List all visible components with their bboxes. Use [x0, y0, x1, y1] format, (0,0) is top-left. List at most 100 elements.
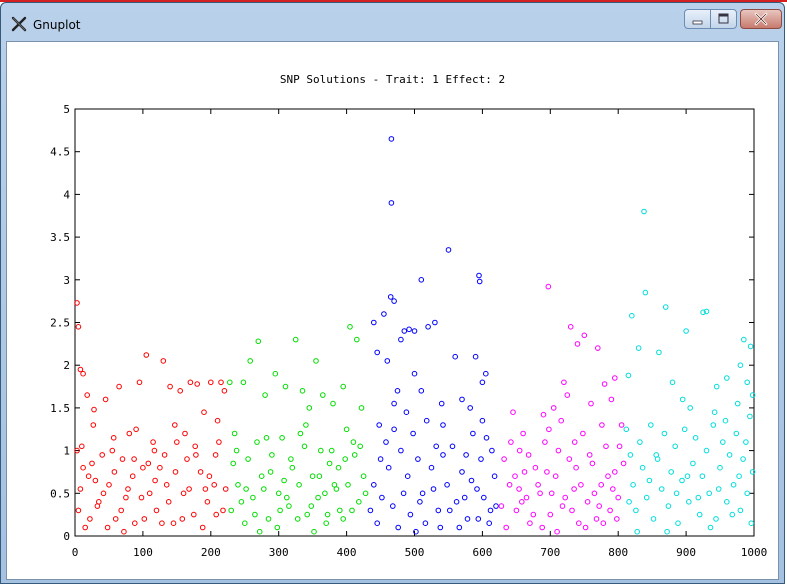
- data-point: [384, 358, 391, 364]
- data-point: [288, 456, 294, 462]
- data-point: [92, 477, 99, 484]
- y-tick-label: 4: [63, 188, 70, 201]
- data-point: [89, 460, 95, 467]
- data-point: [106, 482, 112, 488]
- data-point: [182, 430, 188, 437]
- close-button[interactable]: [740, 9, 782, 29]
- data-point: [737, 507, 744, 514]
- x-tick-label: 900: [676, 546, 696, 559]
- data-point: [595, 345, 601, 351]
- data-point: [598, 482, 605, 488]
- data-point: [646, 477, 653, 484]
- y-tick-label: 5: [63, 103, 70, 116]
- data-point: [161, 452, 168, 458]
- plot-border: [74, 108, 755, 537]
- data-point: [109, 447, 116, 454]
- data-point: [662, 304, 669, 310]
- data-point: [123, 494, 129, 501]
- data-point: [202, 486, 209, 492]
- data-point: [391, 298, 397, 304]
- data-point: [311, 528, 317, 535]
- data-point: [84, 392, 90, 398]
- data-point: [665, 503, 672, 509]
- data-point: [461, 494, 468, 501]
- data-point: [297, 430, 304, 437]
- data-point: [413, 528, 419, 535]
- data-point: [75, 324, 82, 330]
- data-point: [99, 452, 105, 458]
- title-bar[interactable]: Gnuplot: [1, 3, 784, 41]
- data-point: [537, 490, 543, 497]
- data-point: [564, 392, 571, 398]
- data-point: [345, 482, 351, 488]
- data-point: [304, 511, 311, 518]
- data-point: [513, 507, 520, 514]
- data-point: [320, 392, 326, 398]
- data-point: [503, 524, 510, 531]
- data-point: [516, 486, 522, 492]
- data-point: [174, 439, 180, 445]
- data-point: [376, 422, 383, 428]
- y-tick-label: 0: [63, 530, 70, 543]
- data-point: [508, 439, 514, 445]
- data-point: [82, 524, 88, 531]
- data-point: [703, 308, 710, 315]
- data-point: [740, 456, 746, 462]
- maximize-icon: [718, 13, 729, 24]
- data-point: [418, 388, 425, 394]
- data-point: [231, 430, 238, 437]
- data-point: [151, 447, 158, 454]
- data-point: [444, 482, 450, 488]
- data-point: [289, 464, 296, 471]
- data-point: [277, 507, 283, 514]
- data-point: [192, 443, 198, 450]
- data-point: [170, 520, 177, 527]
- data-point: [281, 477, 287, 484]
- data-point: [403, 409, 410, 416]
- data-point: [493, 503, 499, 509]
- data-point: [700, 309, 706, 316]
- data-point: [668, 469, 675, 475]
- data-point: [582, 524, 589, 531]
- data-point: [630, 482, 636, 488]
- data-point: [679, 396, 686, 403]
- data-point: [342, 456, 349, 462]
- data-point: [340, 383, 347, 390]
- data-point: [743, 439, 749, 445]
- data-point: [726, 452, 733, 458]
- maximize-button[interactable]: [710, 9, 737, 29]
- data-point: [191, 511, 197, 518]
- data-point: [160, 358, 167, 364]
- data-point: [476, 278, 483, 285]
- data-point: [406, 326, 412, 333]
- data-point: [600, 520, 607, 527]
- data-point: [748, 520, 755, 527]
- minimize-button[interactable]: [684, 9, 711, 29]
- data-point: [111, 469, 118, 475]
- data-point: [150, 439, 156, 445]
- data-point: [558, 417, 565, 424]
- data-point: [559, 503, 566, 509]
- data-point: [687, 405, 694, 411]
- data-point: [720, 439, 726, 445]
- data-point: [527, 520, 533, 527]
- data-point: [591, 490, 598, 497]
- chart-title: SNP Solutions - Trait: 1 Effect: 2: [279, 73, 506, 86]
- x-tick-label: 100: [133, 546, 153, 559]
- close-icon: [754, 12, 768, 26]
- data-point: [749, 469, 756, 475]
- data-point: [532, 464, 539, 471]
- data-point: [357, 443, 364, 450]
- data-point: [172, 422, 178, 428]
- data-point: [747, 413, 753, 420]
- data-point: [131, 456, 137, 462]
- data-point: [535, 482, 541, 488]
- data-point: [523, 494, 530, 501]
- data-point: [159, 520, 165, 527]
- data-point: [474, 486, 480, 492]
- data-point: [741, 336, 747, 343]
- data-point: [475, 516, 482, 522]
- data-point: [75, 507, 82, 514]
- data-point: [610, 486, 616, 492]
- data-point: [642, 289, 649, 296]
